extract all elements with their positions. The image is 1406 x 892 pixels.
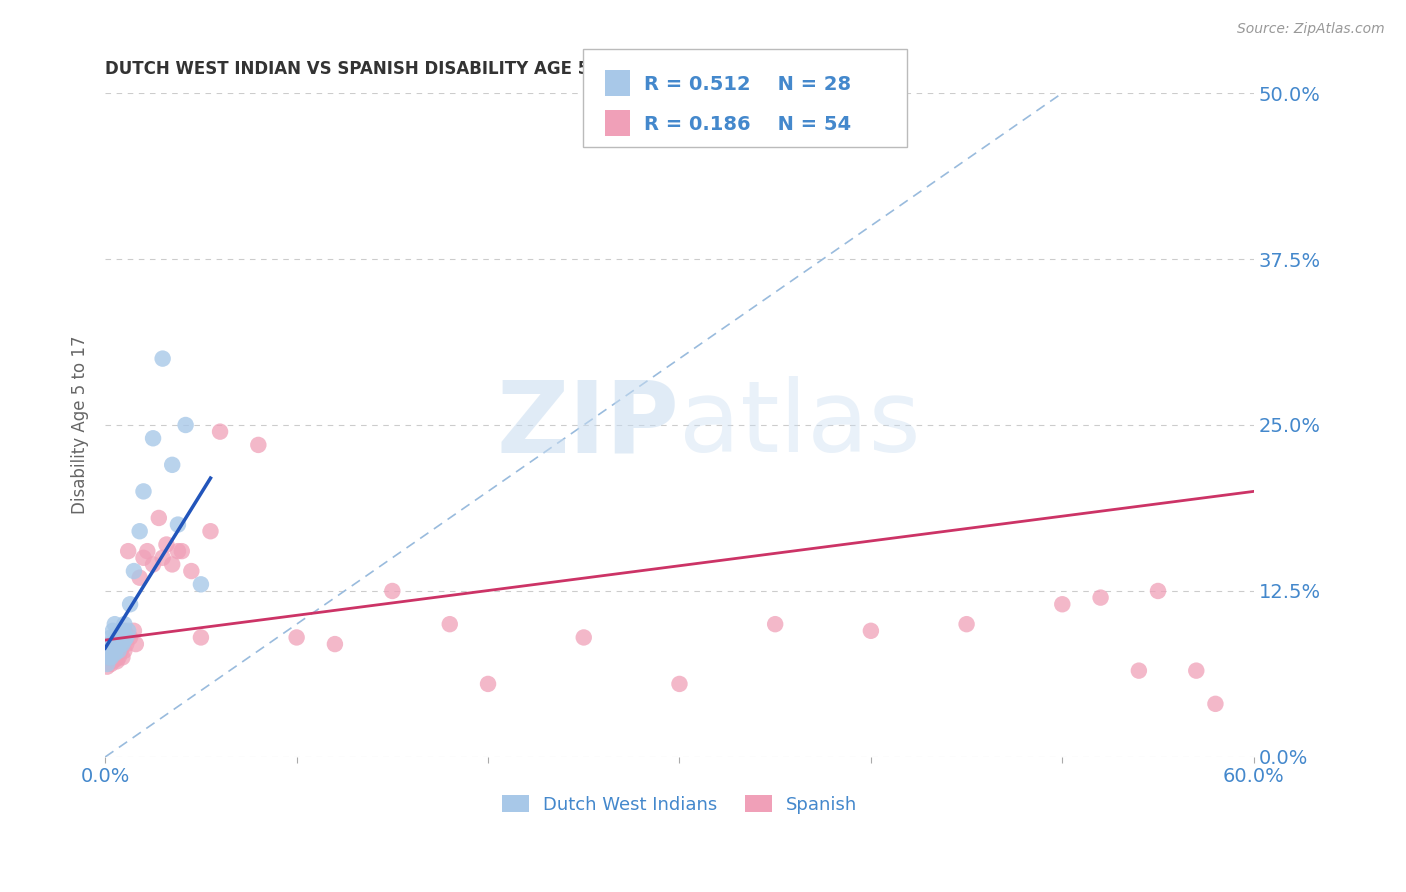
Legend: Dutch West Indians, Spanish: Dutch West Indians, Spanish — [495, 789, 865, 821]
Point — [160, 558, 183, 572]
Point — [101, 637, 124, 651]
Point — [152, 351, 174, 366]
Point — [170, 544, 193, 558]
Point — [105, 644, 128, 658]
Point — [98, 641, 121, 656]
Point — [247, 438, 270, 452]
Point — [152, 550, 174, 565]
Text: R = 0.512    N = 28: R = 0.512 N = 28 — [644, 75, 851, 95]
Point — [148, 511, 170, 525]
Point — [115, 631, 138, 645]
Point — [100, 644, 122, 658]
Point — [111, 650, 134, 665]
Point — [190, 577, 212, 591]
Point — [110, 628, 132, 642]
Point — [122, 624, 145, 638]
Point — [101, 624, 124, 638]
Point — [136, 544, 159, 558]
Point — [105, 654, 128, 668]
Point — [1128, 664, 1150, 678]
Point — [117, 544, 139, 558]
Text: R = 0.186    N = 54: R = 0.186 N = 54 — [644, 115, 851, 135]
Point — [1090, 591, 1112, 605]
Point — [763, 617, 786, 632]
Point — [167, 544, 190, 558]
Point — [1052, 597, 1074, 611]
Point — [323, 637, 346, 651]
Point — [120, 631, 142, 645]
Point — [96, 657, 118, 671]
Y-axis label: Disability Age 5 to 17: Disability Age 5 to 17 — [72, 335, 89, 515]
Point — [107, 644, 129, 658]
Point — [111, 624, 134, 638]
Point — [100, 631, 122, 645]
Point — [111, 637, 134, 651]
Point — [180, 564, 202, 578]
Point — [572, 631, 595, 645]
Point — [132, 550, 155, 565]
Point — [104, 641, 127, 656]
Point — [104, 637, 127, 651]
Point — [1185, 664, 1208, 678]
Point — [955, 617, 977, 632]
Point — [96, 659, 118, 673]
Point — [1204, 697, 1226, 711]
Point — [142, 431, 165, 445]
Point — [160, 458, 183, 472]
Point — [285, 631, 308, 645]
Point — [381, 584, 404, 599]
Point — [167, 517, 190, 532]
Point — [104, 646, 127, 660]
Point — [132, 484, 155, 499]
Point — [1147, 584, 1170, 599]
Point — [112, 633, 135, 648]
Point — [122, 564, 145, 578]
Point — [120, 597, 142, 611]
Point — [117, 624, 139, 638]
Point — [105, 641, 128, 656]
Point — [104, 617, 127, 632]
Point — [98, 650, 121, 665]
Point — [98, 637, 121, 651]
Text: Source: ZipAtlas.com: Source: ZipAtlas.com — [1237, 22, 1385, 37]
Point — [128, 571, 150, 585]
Point — [110, 631, 132, 645]
Point — [96, 646, 118, 660]
Text: ZIP: ZIP — [496, 376, 679, 474]
Point — [115, 637, 138, 651]
Point — [112, 644, 135, 658]
Text: atlas: atlas — [679, 376, 921, 474]
Point — [859, 624, 882, 638]
Point — [105, 628, 128, 642]
Point — [112, 624, 135, 638]
Point — [200, 524, 222, 539]
Point — [96, 644, 118, 658]
Point — [101, 644, 124, 658]
Point — [110, 637, 132, 651]
Point — [101, 650, 124, 665]
Point — [107, 633, 129, 648]
Point — [100, 657, 122, 671]
Point — [209, 425, 232, 439]
Point — [174, 417, 197, 432]
Text: DUTCH WEST INDIAN VS SPANISH DISABILITY AGE 5 TO 17 CORRELATION CHART: DUTCH WEST INDIAN VS SPANISH DISABILITY … — [105, 60, 855, 78]
Point — [100, 650, 122, 665]
Point — [125, 637, 148, 651]
Point — [142, 558, 165, 572]
Point — [98, 654, 121, 668]
Point — [128, 524, 150, 539]
Point — [112, 617, 135, 632]
Point — [190, 631, 212, 645]
Point — [110, 644, 132, 658]
Point — [155, 537, 177, 551]
Point — [668, 677, 690, 691]
Point — [107, 650, 129, 665]
Point — [477, 677, 499, 691]
Point — [104, 653, 127, 667]
Point — [439, 617, 461, 632]
